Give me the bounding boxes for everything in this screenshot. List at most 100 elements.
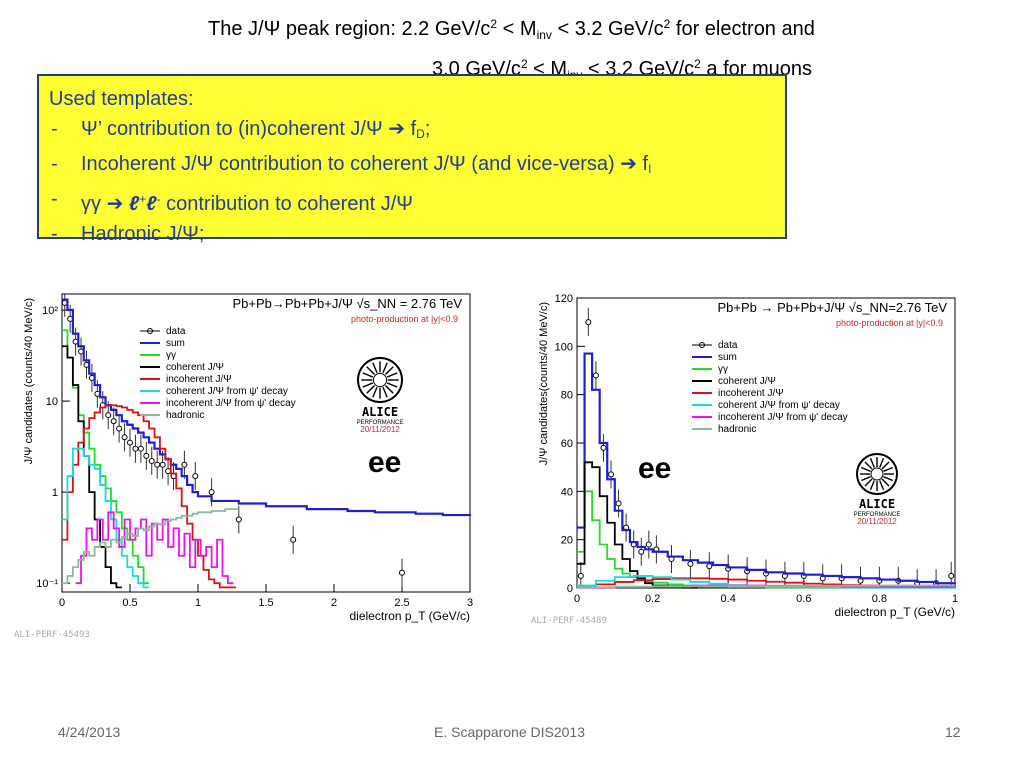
y-tick-label: 120: [555, 293, 573, 305]
legend-entry: coherent J/Ψ: [166, 362, 224, 373]
chart-right-linear: 0 0.2 0.4 0.6 0.8 1 0 20 40 60 80 100 120 dielectron …: [538, 293, 958, 619]
x-tick-label: 1.5: [258, 597, 273, 609]
y-tick-label: 0: [567, 583, 573, 595]
series-hadronic: [577, 584, 955, 589]
ee-label-right: ee: [638, 452, 672, 485]
template-item-psi2s: Ψ’ contribution to (in)coherent J/Ψ ➔ fD…: [49, 114, 775, 149]
data-point: [608, 471, 615, 478]
chart-annotation: photo-production at |y|<0.9: [351, 314, 458, 324]
x-tick-label: 0.5: [122, 597, 137, 609]
legend-entry: data: [718, 340, 738, 351]
y-axis-label: J/Ψ candidates(counts/40 MeV/c): [538, 302, 550, 465]
perf-tag-left: ALI-PERF-45493: [14, 630, 90, 640]
plot-date: 20/11/2012: [857, 517, 897, 526]
data-point: [110, 418, 117, 425]
legend-entry: γγ: [166, 350, 176, 361]
legend-entry: incoherent J/Ψ from ψ' decay: [166, 398, 296, 409]
data-point: [592, 372, 599, 379]
legend-entry: coherent J/Ψ from ψ' decay: [718, 400, 840, 411]
data-point: [192, 473, 199, 480]
x-tick-label: 0.4: [721, 593, 736, 605]
perf-tag-right: ALI-PERF-45489: [531, 616, 607, 626]
data-point: [143, 452, 150, 459]
legend-entry: data: [166, 326, 186, 337]
y-tick-label: 10⁻¹: [36, 578, 58, 590]
data-point: [148, 457, 155, 464]
legend-entry: γγ: [718, 364, 728, 375]
legend-entry: incoherent J/Ψ from ψ' decay: [718, 412, 848, 423]
x-tick-label: 0.8: [872, 593, 887, 605]
data-point: [208, 489, 215, 496]
x-axis-label: dielectron p_T (GeV/c): [350, 609, 471, 623]
alice-logo-text: ALICE: [859, 497, 895, 511]
data-point: [235, 516, 242, 523]
x-tick-label: 0: [574, 593, 580, 605]
x-tick-label: 2: [331, 597, 337, 609]
data-point: [645, 541, 652, 548]
alice-logo-subtext: PERFORMANCE: [854, 512, 901, 518]
plot-date: 20/11/2012: [360, 425, 400, 434]
data-point: [638, 548, 645, 555]
data-point: [290, 536, 297, 543]
data-point: [399, 569, 405, 576]
footer-page-number: 12: [945, 724, 961, 740]
y-tick-label: 60: [561, 438, 573, 450]
footer-author: E. Scapparone DIS2013: [434, 724, 585, 740]
legend-entry: sum: [166, 338, 185, 349]
x-tick-label: 0.6: [796, 593, 811, 605]
legend-entry: coherent J/Ψ from ψ' decay: [166, 386, 288, 397]
series-sum: [577, 352, 957, 585]
data-point: [127, 439, 133, 446]
y-tick-label: 80: [561, 390, 573, 402]
data-point: [585, 319, 592, 326]
x-tick-label: 0.2: [645, 593, 660, 605]
plot-right: 0 0.2 0.4 0.6 0.8 1 0 20 40 60 80 100 120 dielectron …: [527, 286, 972, 626]
chart-title: Pb+Pb→Pb+Pb+J/Ψ √s_NN = 2.76 TeV: [233, 296, 463, 311]
template-item-gammagamma: γγ ➔ ℓ+ℓ- contribution to coherent J/Ψ: [49, 184, 775, 219]
series-hadronic: [62, 508, 239, 585]
alice-logo-subtext: PERFORMANCE: [357, 420, 404, 426]
chart-title: Pb+Pb → Pb+Pb+J/Ψ √s_NN=2.76 TeV: [718, 300, 948, 315]
plot-left: 0 0.5 1 1.5 2 2.5 3 10⁻¹ 1 10 10² dielectron p_T (G…: [0, 286, 480, 636]
x-axis-label: dielectron p_T (GeV/c): [835, 605, 956, 619]
data-point: [706, 563, 713, 570]
footer-date: 4/24/2013: [58, 724, 121, 740]
alice-logo: [856, 453, 898, 495]
legend-entry: incoherent J/Ψ: [718, 388, 784, 399]
series-coherent_psi2s: [62, 447, 150, 589]
x-tick-label: 2.5: [394, 597, 409, 609]
legend-entry: hadronic: [166, 410, 204, 421]
data-point: [687, 560, 694, 567]
legend-entry: incoherent J/Ψ: [166, 374, 232, 385]
chart-annotation: photo-production at |y|<0.9: [836, 318, 943, 328]
templates-list: Ψ’ contribution to (in)coherent J/Ψ ➔ fD…: [49, 114, 775, 249]
title-line-1: The J/Ψ peak region: 2.2 GeV/c2 < Minv <…: [208, 17, 815, 42]
data-point: [132, 445, 139, 452]
data-point: [948, 572, 955, 579]
data-point: [615, 500, 622, 507]
ee-label-left: ee: [368, 446, 402, 479]
y-tick-label: 10: [46, 396, 58, 408]
legend-entry: hadronic: [718, 424, 756, 435]
data-point: [116, 425, 123, 432]
data-point: [121, 434, 128, 441]
legend-entry: coherent J/Ψ: [718, 376, 776, 387]
y-tick-label: 20: [561, 535, 573, 547]
data-point: [137, 445, 144, 452]
data-point: [154, 461, 161, 468]
data-point: [159, 461, 166, 468]
x-tick-label: 0: [59, 597, 65, 609]
templates-box: Used templates: Ψ’ contribution to (in)c…: [37, 74, 787, 249]
y-axis-label: J/Ψ candidates (counts/40 MeV/c): [23, 298, 35, 464]
x-tick-label: 3: [467, 597, 473, 609]
data-point: [181, 461, 188, 468]
alice-logo-text: ALICE: [362, 405, 398, 419]
data-point: [577, 572, 584, 579]
y-tick-label: 100: [555, 341, 573, 353]
legend-entry: sum: [718, 352, 737, 363]
x-tick-label: 1: [952, 593, 958, 605]
data-point: [165, 468, 172, 475]
series-coherent: [62, 345, 122, 589]
template-item-hadronic: Hadronic J/Ψ;: [49, 219, 775, 249]
y-tick-label: 10²: [42, 305, 58, 317]
